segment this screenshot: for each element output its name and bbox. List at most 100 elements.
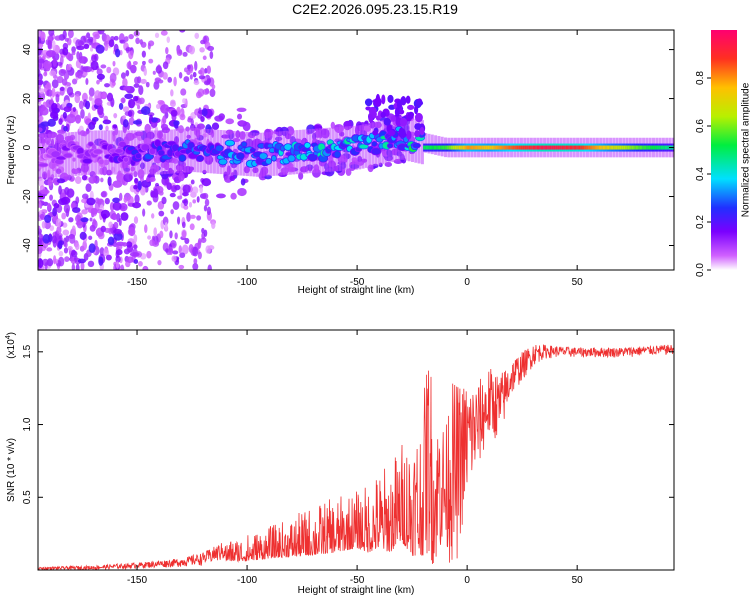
spectrogram-noise-cell: [106, 66, 112, 74]
spectrogram-noise-cell: [138, 97, 145, 105]
spectrogram-band-core: [543, 145, 545, 150]
spectrogram-cell: [196, 123, 205, 130]
spectrogram-noise-cell: [154, 32, 160, 39]
spectrogram-band: [420, 120, 424, 165]
spectrogram-band-core: [611, 145, 614, 150]
spectrogram-noise-cell: [142, 60, 146, 66]
spectrogram-noise-cell: [74, 176, 82, 185]
spectrogram-noise-cell: [207, 45, 215, 52]
x-tick-label: -150: [127, 277, 147, 288]
spectrogram-band-core: [617, 145, 619, 150]
spectrogram-band-core: [619, 145, 622, 150]
spectrogram-cell: [398, 128, 406, 138]
spectrogram-band-core: [512, 145, 515, 150]
spectrogram-ridge-cell: [195, 154, 205, 162]
spectrogram-cell: [240, 178, 246, 186]
x-tick-label: 0: [464, 277, 470, 288]
spectrogram-noise-cell: [181, 221, 186, 229]
spectrogram-noise-cell: [204, 198, 210, 207]
spectrogram-ridge-cell: [50, 150, 61, 158]
spectrogram-noise-cell: [76, 51, 80, 60]
spectrogram-band-core: [497, 145, 499, 150]
spectrogram-band-core: [506, 145, 508, 150]
spectrogram-noise-cell: [80, 108, 85, 119]
x-tick-label: -50: [350, 575, 365, 586]
spectrogram-band-core: [584, 145, 586, 150]
spectrogram-noise-cell: [179, 30, 186, 33]
spectrogram-noise-cell: [206, 206, 212, 216]
spectrogram-cell: [162, 115, 167, 125]
y-tick-label: 0: [22, 144, 33, 150]
spectrogram-band-core: [557, 145, 560, 150]
spectrogram-noise-cell: [133, 83, 140, 88]
spectrogram-band-core: [536, 145, 539, 150]
spectrogram-ridge-cell: [38, 162, 49, 168]
spectrogram-noise-cell: [81, 209, 87, 215]
snr-series: [38, 344, 674, 570]
spectrogram-noise-cell: [82, 71, 88, 77]
y-tick-label: -40: [22, 238, 33, 253]
y-tick-label: 1.5: [22, 344, 33, 358]
spectrogram-noise-cell: [49, 194, 53, 201]
spectrogram-band: [275, 131, 279, 176]
spectrogram-band-core: [461, 145, 463, 150]
spectrogram-cell: [153, 188, 158, 197]
spectrogram-cell: [170, 109, 178, 117]
spectrogram-noise-cell: [164, 222, 168, 231]
spectrogram-noise-cell: [63, 71, 70, 80]
spectrogram-noise-cell: [181, 230, 187, 238]
spectrogram-band-core: [436, 145, 438, 150]
spectrogram-band-core: [576, 145, 578, 150]
spectrogram-cell: [230, 192, 237, 200]
spectrogram-band-core: [471, 145, 474, 150]
spectrogram-cell: [90, 60, 99, 71]
spectrogram-noise-cell: [181, 244, 189, 255]
spectrogram-noise-cell: [144, 224, 148, 234]
spectrogram-cell: [134, 177, 139, 184]
spectrogram-cell: [42, 234, 51, 244]
spectrogram-cell: [51, 102, 58, 111]
spectrogram-cell: [77, 258, 86, 264]
spectrogram-noise-cell: [51, 79, 59, 89]
spectrogram-cell: [129, 252, 140, 257]
spectrogram-noise-cell: [196, 196, 200, 203]
spectrogram-band-core: [650, 145, 652, 150]
spectrogram-noise-cell: [209, 88, 216, 98]
spectrogram-ridge-cell: [287, 154, 296, 163]
figure-title: C2E2.2026.095.23.15.R19: [292, 1, 458, 17]
spectrogram-noise-cell: [72, 106, 77, 113]
spectrogram-band-core: [666, 145, 668, 150]
spectrogram-noise-cell: [167, 76, 173, 83]
spectrogram-cell: [242, 121, 251, 132]
spectrogram-noise-cell: [141, 50, 146, 58]
spectrogram-ridge-cell: [55, 155, 67, 161]
spectrogram-noise-cell: [51, 87, 56, 98]
spectrogram-noise-cell: [169, 101, 176, 108]
spectrogram-noise-cell: [113, 113, 118, 119]
spectrogram-noise-cell: [38, 111, 41, 118]
spectrogram-band-core: [435, 145, 437, 150]
y-tick-label: -20: [22, 189, 33, 204]
spectrogram-noise-cell: [153, 80, 160, 90]
spectrogram-cell: [38, 127, 43, 133]
spectrogram-band-core: [520, 145, 523, 150]
spectrogram-cell: [85, 100, 91, 110]
spectrogram-cell: [140, 106, 151, 116]
spectrogram-band-core: [626, 145, 628, 150]
spectrogram-band-core: [433, 145, 436, 150]
spectrogram-band-core: [610, 145, 613, 150]
svg-text:(x104): (x104): [5, 332, 17, 359]
spectrogram-noise-cell: [134, 76, 140, 85]
spectrogram-cell: [229, 175, 236, 182]
spectrogram-noise-cell: [173, 76, 177, 87]
spectrogram-band-core: [537, 145, 540, 150]
spectrogram-ridge-cell: [333, 150, 341, 159]
spectrogram-cell: [123, 173, 133, 183]
spectrogram-band-core: [651, 145, 654, 150]
spectrogram-noise-cell: [108, 221, 113, 229]
spectrogram-band-core: [618, 145, 621, 150]
spectrogram-noise-cell: [94, 90, 101, 100]
spectrogram-noise-cell: [201, 227, 205, 234]
spectrogram-cell: [95, 44, 105, 54]
